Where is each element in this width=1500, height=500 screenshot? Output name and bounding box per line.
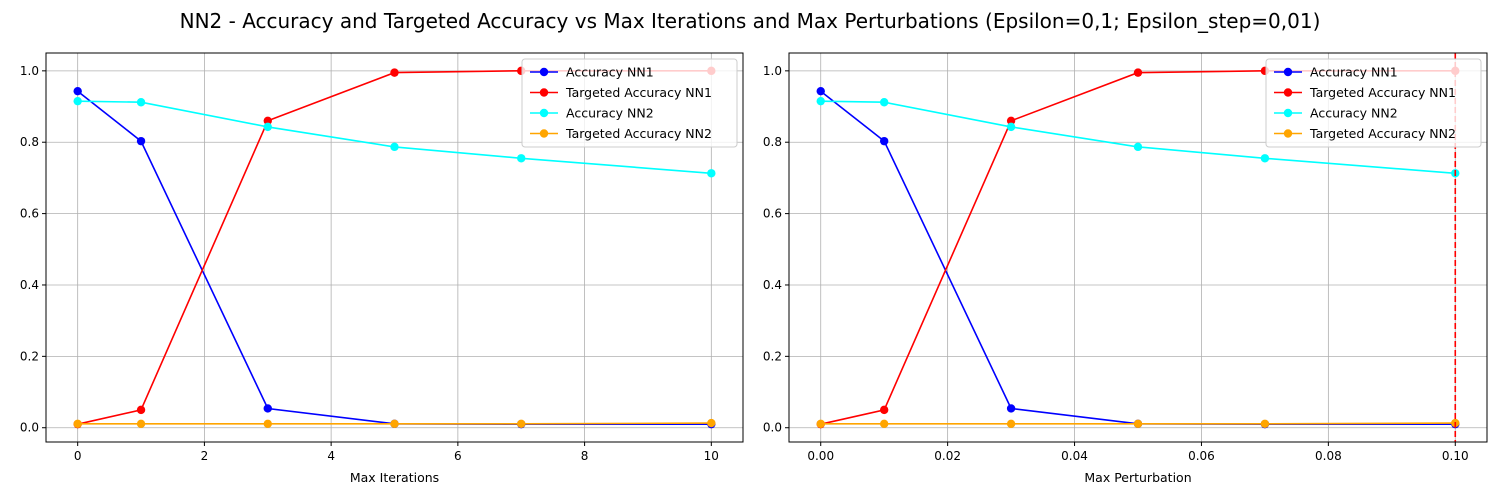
data-point — [263, 419, 272, 428]
data-point — [707, 418, 716, 428]
x-tick-label: 4 — [327, 449, 335, 463]
data-point — [816, 86, 825, 96]
y-tick-label: 0.0 — [763, 421, 782, 435]
x-tick-label: 0.04 — [1061, 449, 1088, 463]
legend: Accuracy NN1 Targeted Accuracy NN1 Accurac… — [521, 58, 738, 148]
data-point — [390, 142, 399, 152]
y-tick-label: 0.2 — [763, 349, 782, 363]
data-point — [517, 419, 526, 428]
data-point — [1260, 154, 1270, 163]
series-line — [820, 100, 1456, 175]
x-tick-label: 0.10 — [1442, 449, 1469, 463]
legend-box — [1265, 58, 1482, 148]
y-tick-label: 0.6 — [20, 207, 39, 221]
data-point — [1133, 142, 1143, 152]
data-point — [263, 116, 272, 126]
data-point — [136, 419, 146, 428]
y-tick-label: 0.4 — [20, 278, 39, 292]
y-tick-label: 0.0 — [20, 421, 39, 435]
data-point — [1260, 419, 1270, 428]
axes-frame — [788, 52, 1488, 443]
y-tick-label: 0.4 — [763, 278, 782, 292]
legend-marker — [539, 88, 549, 97]
data-point — [1006, 404, 1016, 413]
data-point — [879, 98, 889, 107]
x-tick-label: 0.06 — [1188, 449, 1215, 463]
legend-marker — [1283, 108, 1293, 118]
legend-label: Accuracy NN2 — [1310, 106, 1398, 121]
data-point — [879, 136, 889, 146]
legend-marker — [539, 67, 549, 77]
legend-label: Targeted Accuracy NN2 — [1309, 126, 1456, 141]
data-point — [263, 404, 272, 413]
data-point — [816, 419, 825, 428]
axes-frame — [45, 52, 744, 443]
data-point — [879, 405, 889, 415]
data-point — [136, 136, 146, 146]
x-tick-label: 8 — [581, 449, 589, 463]
x-tick-label: 0.02 — [934, 449, 961, 463]
legend-label: Targeted Accuracy NN1 — [1309, 85, 1456, 100]
x-axis-label: Max Iterations — [350, 470, 439, 485]
legend: Accuracy NN1 Targeted Accuracy NN1 Accurac… — [1265, 58, 1482, 148]
x-tick-label: 0.00 — [807, 449, 834, 463]
x-tick-label: 2 — [201, 449, 209, 463]
data-point — [816, 96, 825, 106]
data-point — [1006, 116, 1016, 126]
data-point — [390, 419, 399, 428]
legend-label: Accuracy NN1 — [1310, 65, 1398, 80]
legend-label: Targeted Accuracy NN2 — [565, 126, 712, 141]
series-line — [820, 422, 1456, 425]
data-point — [1006, 419, 1016, 428]
x-tick-label: 10 — [704, 449, 719, 463]
figure-suptitle: NN2 - Accuracy and Targeted Accuracy vs … — [180, 9, 1321, 33]
legend-box — [521, 58, 738, 148]
legend-label: Accuracy NN1 — [566, 65, 654, 80]
data-point — [390, 68, 399, 77]
data-point — [1006, 122, 1016, 132]
data-point — [73, 419, 82, 428]
x-tick-label: 0.08 — [1315, 449, 1342, 463]
legend-marker — [539, 129, 549, 138]
data-point — [263, 122, 272, 132]
x-tick-label: 6 — [454, 449, 462, 463]
data-point — [136, 98, 146, 107]
legend-label: Targeted Accuracy NN1 — [565, 85, 712, 100]
data-point — [136, 405, 146, 415]
data-point — [73, 96, 82, 106]
y-tick-label: 1.0 — [20, 64, 39, 78]
y-tick-label: 0.8 — [763, 135, 782, 149]
data-point — [707, 169, 716, 178]
legend-marker — [1283, 67, 1293, 77]
series-line — [77, 422, 712, 425]
data-point — [1133, 68, 1143, 77]
legend-marker — [1283, 88, 1293, 97]
right-subplot: 0.00 0.02 0.04 0.06 0.08 0.10 0.0 0.2 0.4 0.6 0.8 1… — [763, 52, 1488, 485]
data-point — [517, 154, 526, 163]
y-tick-label: 0.2 — [20, 349, 39, 363]
y-tick-label: 1.0 — [763, 64, 782, 78]
y-tick-label: 0.6 — [763, 207, 782, 221]
y-tick-label: 0.8 — [20, 135, 39, 149]
left-subplot: 0 2 4 6 8 10 0.0 0.2 0.4 0.6 0.8 1.0 Max Iterations A… — [20, 52, 744, 485]
legend-marker — [539, 108, 549, 118]
data-point — [1133, 419, 1143, 428]
legend-label: Accuracy NN2 — [566, 106, 654, 121]
legend-marker — [1283, 129, 1293, 138]
x-axis-label: Max Perturbation — [1084, 470, 1191, 485]
data-point — [73, 86, 82, 96]
data-point — [879, 419, 889, 428]
series-line — [77, 100, 712, 175]
x-tick-label: 0 — [74, 449, 82, 463]
